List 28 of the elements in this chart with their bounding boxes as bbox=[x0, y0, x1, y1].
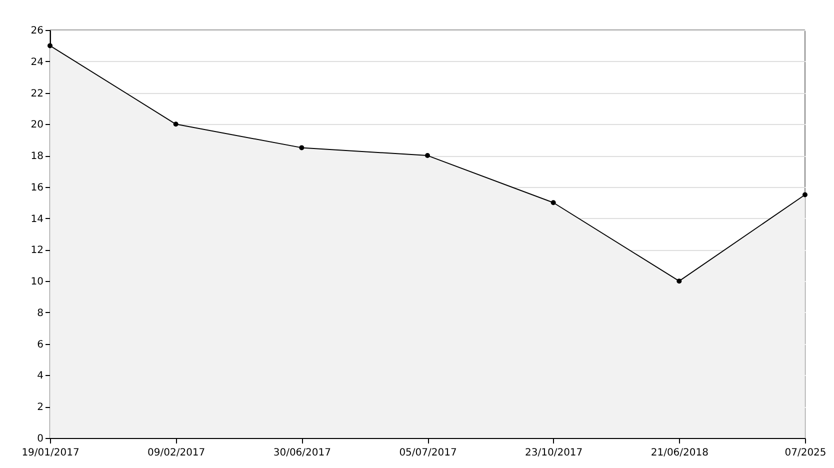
x-tick-label: 19/01/2017 bbox=[22, 448, 80, 458]
y-tick-label: 2 bbox=[37, 402, 44, 414]
point bbox=[550, 200, 556, 206]
y-tick-label: 26 bbox=[30, 26, 44, 36]
y-tick-label: 22 bbox=[30, 88, 44, 100]
y-tick-label: 18 bbox=[30, 151, 44, 162]
x-tick-label: 23/10/2017 bbox=[525, 448, 583, 458]
y-tick-label: 20 bbox=[30, 120, 44, 131]
x-tick-label: 05/07/2017 bbox=[399, 448, 457, 458]
point bbox=[676, 278, 682, 284]
y-tick-label: 14 bbox=[30, 214, 44, 225]
y-tick-label: 8 bbox=[37, 308, 44, 319]
y-tick-label: 0 bbox=[37, 434, 44, 444]
y-tick-label: 24 bbox=[30, 56, 44, 68]
point bbox=[48, 43, 52, 48]
y-tick-label: 16 bbox=[30, 182, 44, 194]
y-tick-label: 4 bbox=[37, 370, 44, 382]
y-tick-label: 6 bbox=[37, 339, 44, 350]
point bbox=[425, 153, 430, 158]
point bbox=[802, 192, 808, 198]
x-tick-label: 30/06/2017 bbox=[273, 448, 331, 458]
y-tick-label: 10 bbox=[30, 276, 44, 288]
point bbox=[299, 145, 304, 150]
x-tick-label: 21/06/2018 bbox=[650, 448, 708, 458]
x-tick-label: 07/2025 bbox=[784, 448, 826, 458]
point bbox=[173, 122, 178, 127]
y-tick-label: 12 bbox=[30, 245, 44, 256]
x-tick-label: 09/02/2017 bbox=[148, 448, 206, 458]
